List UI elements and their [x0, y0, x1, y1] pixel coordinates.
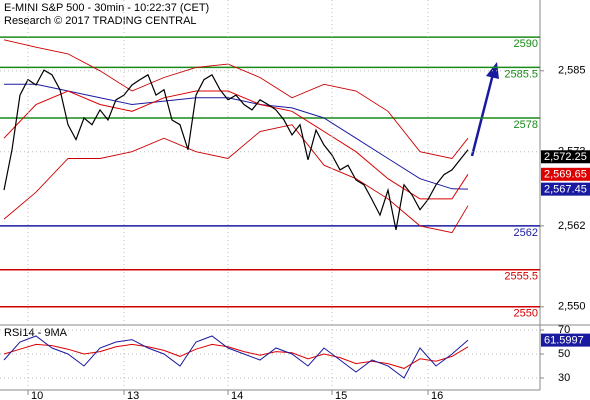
y-tick-label: 30	[558, 372, 570, 384]
level-label: 2562	[514, 227, 538, 239]
series-line	[3, 335, 469, 379]
value-box	[541, 333, 590, 347]
chart-title: E-MINI S&P 500 - 30min - 10:22:37 (CET)	[4, 2, 209, 14]
level-label: 2555.5	[504, 271, 538, 283]
level-label: 2550	[514, 308, 538, 320]
chart-subtitle: Research © 2017 TRADING CENTRAL	[4, 15, 197, 27]
panel-title: RSI14 - 9MA	[4, 327, 68, 339]
forecast-arrow	[470, 73, 495, 157]
value-box	[541, 150, 590, 164]
series-line	[3, 90, 469, 200]
value-box-label: 61.5997	[544, 335, 584, 347]
y-tick-label: 2,562	[558, 220, 586, 232]
x-tick-label: 16	[431, 390, 443, 400]
series-line	[3, 69, 469, 231]
x-tick-label: 10	[31, 390, 43, 400]
value-box-label: 2,572.25	[544, 151, 587, 163]
x-tick-label: 13	[127, 390, 139, 400]
series-line	[3, 124, 469, 234]
level-label: 2590	[514, 38, 538, 50]
level-label: 2585.5	[504, 68, 538, 80]
series-line	[3, 343, 469, 369]
y-tick-label: 70	[558, 324, 570, 336]
series-line	[3, 39, 469, 159]
value-box-label: 2,569.65	[544, 169, 587, 181]
y-tick-label: 2,550	[558, 301, 586, 313]
y-tick-label: 2,585	[558, 65, 586, 77]
series-line	[4, 83, 469, 190]
value-box-label: 2,567.45	[544, 184, 587, 196]
x-tick-label: 15	[335, 390, 347, 400]
x-tick-label: 14	[231, 390, 243, 400]
value-box	[541, 182, 590, 196]
level-label: 2578	[514, 119, 538, 131]
value-box	[541, 167, 590, 181]
y-tick-label: 50	[558, 348, 570, 360]
